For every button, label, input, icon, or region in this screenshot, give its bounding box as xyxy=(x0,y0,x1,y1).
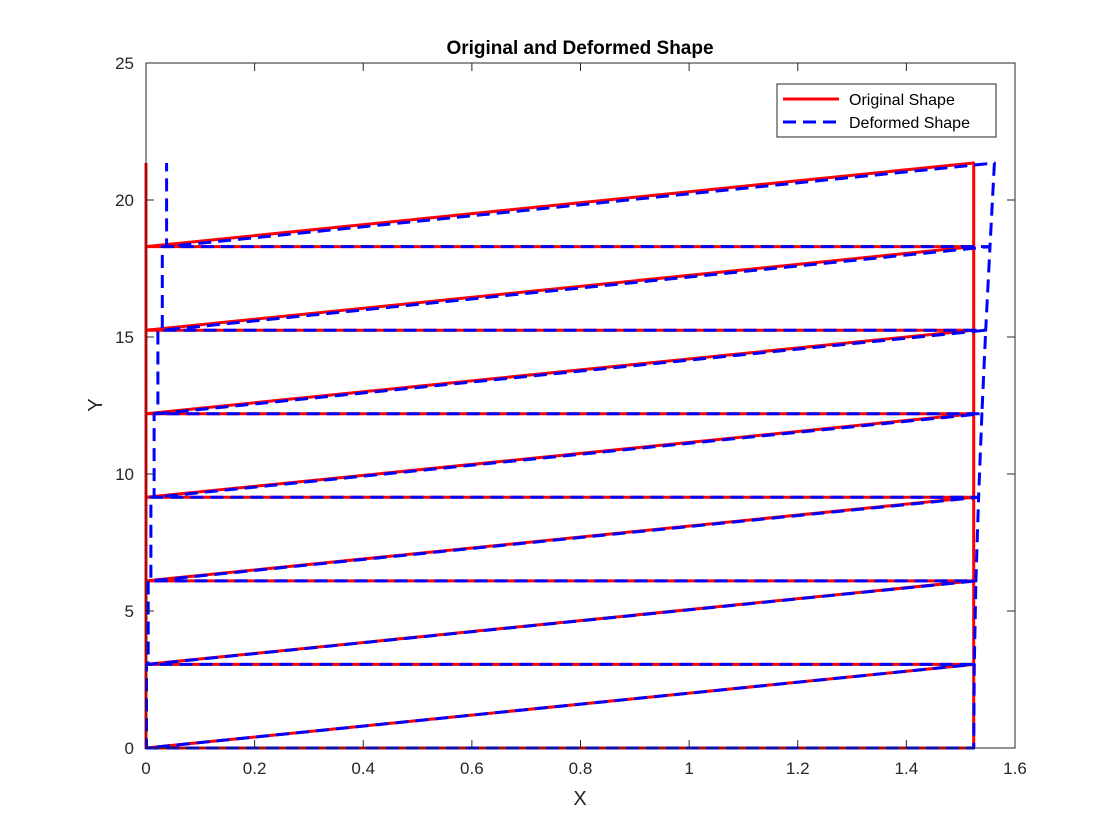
x-tick-label: 0.4 xyxy=(351,759,375,778)
y-tick-label: 0 xyxy=(125,739,134,758)
y-tick-label: 20 xyxy=(115,191,134,210)
x-tick-label: 1.2 xyxy=(786,759,810,778)
legend: Original Shape Deformed Shape xyxy=(776,83,997,138)
x-tick-label: 0.8 xyxy=(569,759,593,778)
tick-layer: 0 0.2 0.4 0.6 0.8 1 1.2 1.4 1.6 0 5 10 15 20 25 xyxy=(115,54,1027,778)
y-tick-label: 5 xyxy=(125,602,134,621)
x-tick-label: 1.4 xyxy=(895,759,919,778)
legend-deformed-label: Deformed Shape xyxy=(849,115,970,132)
chart-title: Original and Deformed Shape xyxy=(446,38,713,59)
y-tick-label: 15 xyxy=(115,328,134,347)
x-tick-label: 1.6 xyxy=(1003,759,1027,778)
plot-area xyxy=(146,63,1015,748)
deformed-shape-line xyxy=(145,161,996,750)
x-axis-label: X xyxy=(573,788,586,810)
y-tick-label: 10 xyxy=(115,465,134,484)
legend-original-label: Original Shape xyxy=(849,92,955,109)
x-tick-label: 1 xyxy=(684,759,693,778)
y-axis-label: Y xyxy=(85,398,107,411)
x-tick-label: 0 xyxy=(141,759,150,778)
x-tick-label: 0.2 xyxy=(243,759,267,778)
legend-box xyxy=(776,83,997,138)
y-tick-label: 25 xyxy=(115,54,134,73)
x-tick-label: 0.6 xyxy=(460,759,484,778)
